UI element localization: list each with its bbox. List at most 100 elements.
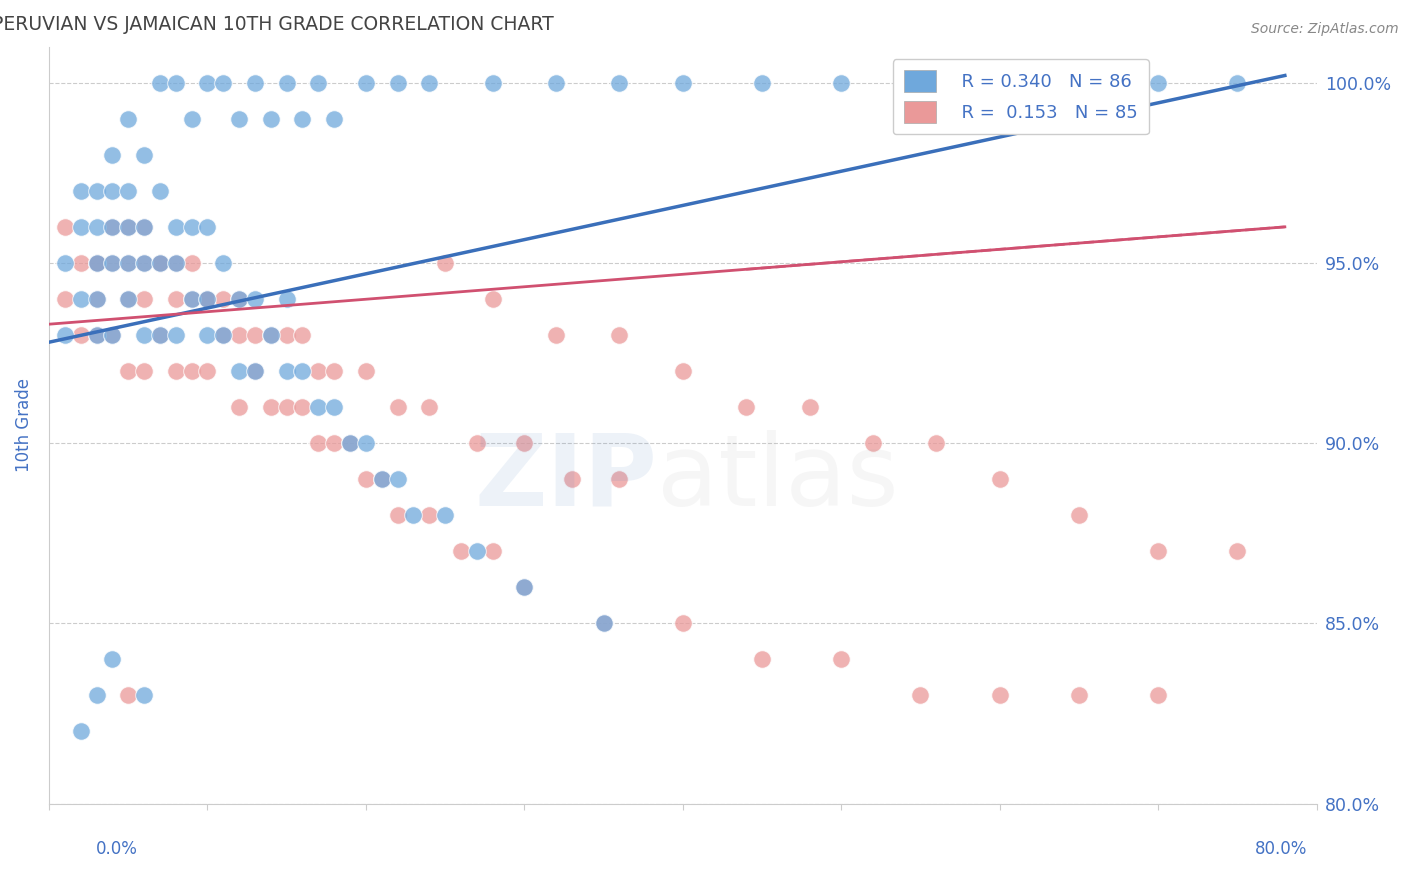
Point xyxy=(212,328,235,343)
Point xyxy=(197,364,219,378)
Point xyxy=(86,256,108,270)
Point xyxy=(165,364,187,378)
Point xyxy=(243,364,266,378)
Text: 80.0%: 80.0% xyxy=(1256,840,1308,858)
Point xyxy=(354,76,377,90)
Point xyxy=(323,112,346,126)
Point xyxy=(609,328,631,343)
Point xyxy=(180,256,202,270)
Point xyxy=(481,76,503,90)
Point xyxy=(53,292,76,306)
Point xyxy=(387,472,409,486)
Point xyxy=(165,219,187,234)
Point xyxy=(672,616,695,631)
Point xyxy=(339,436,361,450)
Point xyxy=(86,689,108,703)
Point xyxy=(197,292,219,306)
Point xyxy=(132,148,155,162)
Point xyxy=(228,328,250,343)
Point xyxy=(1147,689,1170,703)
Point xyxy=(481,544,503,558)
Point xyxy=(180,364,202,378)
Point xyxy=(165,292,187,306)
Point xyxy=(165,256,187,270)
Point xyxy=(69,724,91,739)
Point xyxy=(165,76,187,90)
Point xyxy=(592,616,614,631)
Point xyxy=(243,76,266,90)
Point xyxy=(132,219,155,234)
Point xyxy=(260,400,283,414)
Point xyxy=(86,328,108,343)
Point xyxy=(117,256,139,270)
Point xyxy=(197,292,219,306)
Point xyxy=(291,400,314,414)
Point xyxy=(354,436,377,450)
Point xyxy=(418,508,440,523)
Point xyxy=(988,76,1011,90)
Point xyxy=(276,364,298,378)
Text: atlas: atlas xyxy=(658,430,898,526)
Point xyxy=(101,184,124,198)
Point xyxy=(212,256,235,270)
Point xyxy=(117,219,139,234)
Point xyxy=(260,328,283,343)
Point xyxy=(799,400,821,414)
Point xyxy=(243,364,266,378)
Point xyxy=(1067,508,1090,523)
Point xyxy=(830,652,852,666)
Point xyxy=(149,256,172,270)
Legend:   R = 0.340   N = 86,   R =  0.153   N = 85: R = 0.340 N = 86, R = 0.153 N = 85 xyxy=(893,60,1149,134)
Point xyxy=(672,76,695,90)
Point xyxy=(910,689,932,703)
Point xyxy=(276,400,298,414)
Point xyxy=(387,76,409,90)
Point xyxy=(69,292,91,306)
Point xyxy=(132,689,155,703)
Point xyxy=(149,256,172,270)
Point xyxy=(544,328,567,343)
Point xyxy=(86,292,108,306)
Text: Source: ZipAtlas.com: Source: ZipAtlas.com xyxy=(1251,22,1399,37)
Point xyxy=(291,328,314,343)
Point xyxy=(197,76,219,90)
Point xyxy=(988,689,1011,703)
Point xyxy=(260,328,283,343)
Point xyxy=(481,292,503,306)
Y-axis label: 10th Grade: 10th Grade xyxy=(15,378,32,472)
Point xyxy=(117,112,139,126)
Point xyxy=(197,328,219,343)
Point xyxy=(465,544,488,558)
Point xyxy=(276,292,298,306)
Point xyxy=(132,364,155,378)
Text: ZIP: ZIP xyxy=(475,430,658,526)
Point xyxy=(561,472,583,486)
Point xyxy=(86,328,108,343)
Point xyxy=(276,76,298,90)
Point xyxy=(197,292,219,306)
Point xyxy=(418,76,440,90)
Point xyxy=(69,328,91,343)
Point xyxy=(165,256,187,270)
Point xyxy=(101,328,124,343)
Point xyxy=(149,328,172,343)
Point xyxy=(751,652,773,666)
Point xyxy=(228,364,250,378)
Point xyxy=(101,219,124,234)
Point xyxy=(544,76,567,90)
Point xyxy=(117,256,139,270)
Point xyxy=(465,436,488,450)
Point xyxy=(307,76,329,90)
Point xyxy=(1147,544,1170,558)
Point xyxy=(69,219,91,234)
Point xyxy=(228,400,250,414)
Point xyxy=(323,436,346,450)
Point xyxy=(228,292,250,306)
Point xyxy=(53,219,76,234)
Point xyxy=(260,112,283,126)
Point xyxy=(513,580,536,594)
Point xyxy=(228,292,250,306)
Point xyxy=(132,256,155,270)
Point xyxy=(323,400,346,414)
Point xyxy=(830,76,852,90)
